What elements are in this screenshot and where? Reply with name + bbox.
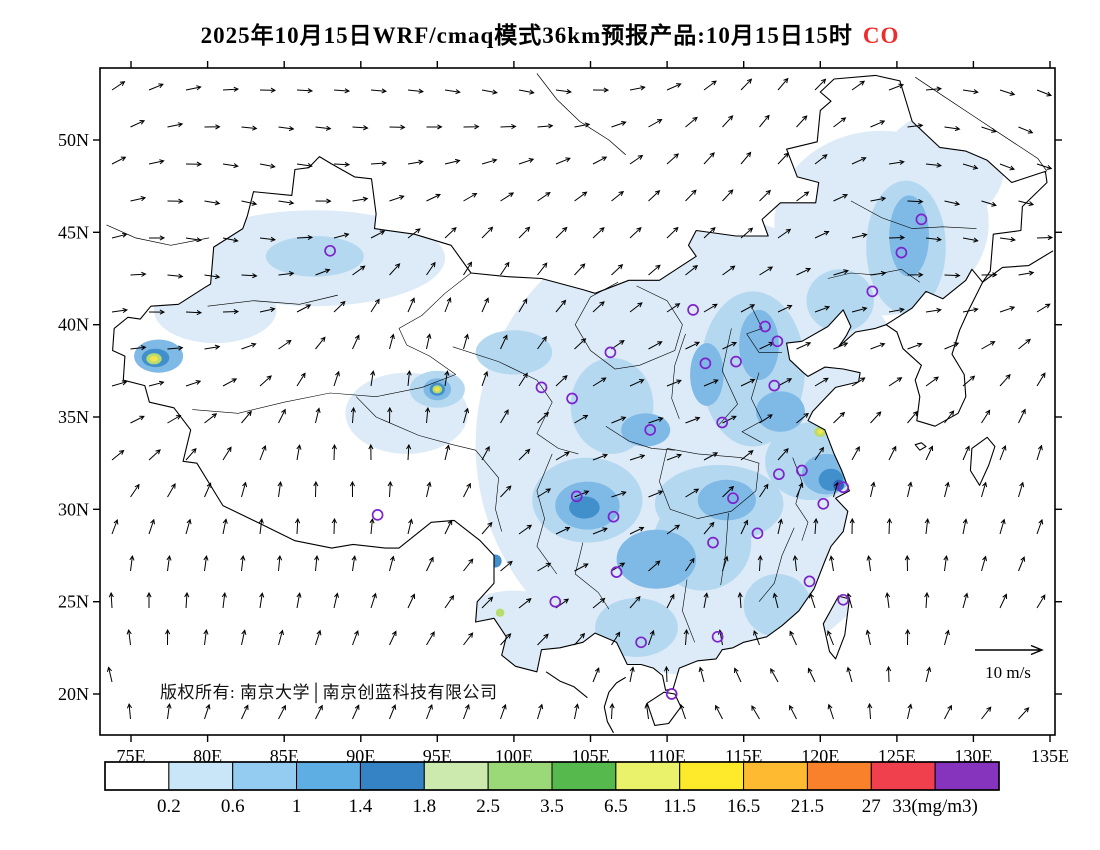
- lat-tick-label: 30N: [58, 499, 89, 519]
- colorbar-cell: [296, 761, 361, 791]
- title-species: CO: [862, 23, 900, 48]
- lat-tick-label: 50N: [58, 130, 89, 150]
- station-marker: [644, 424, 657, 436]
- lat-tick-label: 25N: [58, 592, 89, 612]
- station-marker: [759, 320, 771, 333]
- station-marker: [915, 213, 928, 226]
- colorbar-tick-label: 6.5: [604, 796, 628, 817]
- colorbar-tick-label: 0.6: [221, 796, 245, 817]
- station-marker: [665, 688, 678, 700]
- colorbar-tick-label: 0.2: [157, 796, 181, 817]
- station-marker: [773, 468, 785, 481]
- colorbar-tick-label: 2.5: [476, 796, 500, 817]
- lon-tick-label: 80E: [193, 746, 222, 766]
- station-marker: [803, 575, 816, 588]
- copyright-text: 版权所有: 南京大学│南京创蓝科技有限公司: [160, 683, 498, 702]
- lon-tick-label: 120E: [801, 746, 839, 766]
- lon-tick-label: 100E: [495, 746, 533, 766]
- station-marker: [707, 536, 719, 549]
- lon-tick-label: 90E: [346, 746, 375, 766]
- page-title: 2025年10月15日WRF/cmaq模式36km预报产品:10月15日15时 C…: [0, 16, 1100, 50]
- station-marker: [604, 346, 617, 359]
- station-marker: [837, 481, 850, 494]
- station-markers: [324, 213, 928, 700]
- lat-tick-label: 45N: [58, 222, 89, 242]
- station-marker: [895, 246, 908, 259]
- station-marker: [607, 510, 620, 523]
- wind-vector-field: [106, 77, 1054, 720]
- colorbar-cell: [104, 761, 170, 791]
- colorbar-cell: [806, 761, 872, 791]
- colorbar-cell: [168, 761, 234, 791]
- station-marker: [727, 492, 739, 505]
- station-marker: [751, 527, 764, 540]
- lon-tick-label: 110E: [648, 746, 685, 766]
- colorbar-cell: [359, 761, 425, 791]
- lon-tick-label: 95E: [423, 746, 452, 766]
- station-marker: [716, 416, 729, 429]
- wind-reference-arrow: [975, 644, 1044, 656]
- lon-tick-label: 135E: [1031, 746, 1069, 766]
- colorbar-tick-label: 33(mg/m3): [892, 796, 978, 817]
- station-marker: [687, 304, 699, 316]
- wind-reference-label: 10 m/s: [985, 663, 1031, 682]
- station-marker: [535, 381, 548, 394]
- colorbar-tick-label: 11.5: [663, 796, 696, 817]
- lat-tick-label: 35N: [58, 407, 89, 427]
- colorbar-tick-label: 1.8: [412, 796, 436, 817]
- lon-tick-label: 130E: [954, 746, 992, 766]
- colorbar-cell: [679, 761, 745, 791]
- colorbar-cell: [232, 761, 298, 791]
- station-marker: [771, 335, 784, 348]
- colorbar-tick-label: 1: [292, 796, 302, 817]
- lon-tick-label: 85E: [270, 746, 299, 766]
- colorbar-tick-label: 27: [862, 796, 881, 817]
- colorbar-cell: [743, 761, 808, 791]
- colorbar-tick-label: 21.5: [791, 796, 824, 817]
- lat-tick-label: 40N: [58, 315, 89, 335]
- colorbar-cell: [423, 761, 489, 791]
- station-marker: [371, 509, 384, 521]
- colorbar-cell: [870, 761, 936, 791]
- concentration-fill-field: [134, 112, 1005, 687]
- station-marker: [837, 593, 850, 606]
- station-marker: [635, 636, 647, 649]
- colorbar-cell: [615, 761, 681, 791]
- lon-tick-label: 75E: [117, 746, 146, 766]
- station-marker: [730, 355, 742, 368]
- colorbar-tick-label: 1.4: [349, 796, 373, 817]
- river-lines: [106, 73, 1048, 307]
- station-marker: [549, 595, 562, 608]
- station-marker: [796, 464, 808, 477]
- lon-tick-label: 125E: [878, 746, 916, 766]
- station-marker: [768, 379, 781, 392]
- colorbar-legend: 0.2 0.6 1 1.4 1.8 2.5 3.5 6.5 11.5 16.5 21.5 27 33(m…: [104, 761, 1000, 817]
- station-marker: [566, 392, 578, 405]
- station-marker: [699, 357, 712, 370]
- station-marker: [711, 630, 724, 643]
- lon-tick-label: 115E: [725, 746, 762, 766]
- lat-tick-label: 20N: [58, 684, 89, 704]
- wind-reference: 10 m/s: [975, 644, 1044, 682]
- lon-tick-label: 105E: [572, 746, 610, 766]
- colorbar-tick-label: 3.5: [540, 796, 564, 817]
- colorbar-cell: [551, 761, 617, 791]
- station-marker: [610, 566, 623, 578]
- title-text: 2025年10月15日WRF/cmaq模式36km预报产品:10月15日15时: [200, 23, 853, 48]
- station-marker: [817, 497, 830, 510]
- colorbar-cell: [487, 761, 553, 791]
- map-frame-axes: 50N 45N 40N 35N 30N 25N 20N 75E 80E 85E 90E 95E 100E…: [58, 61, 1069, 766]
- station-marker: [570, 490, 583, 503]
- colorbar-tick-label: 16.5: [727, 796, 760, 817]
- colorbar-cell: [934, 761, 1000, 791]
- station-marker: [866, 285, 879, 298]
- station-marker: [324, 244, 336, 257]
